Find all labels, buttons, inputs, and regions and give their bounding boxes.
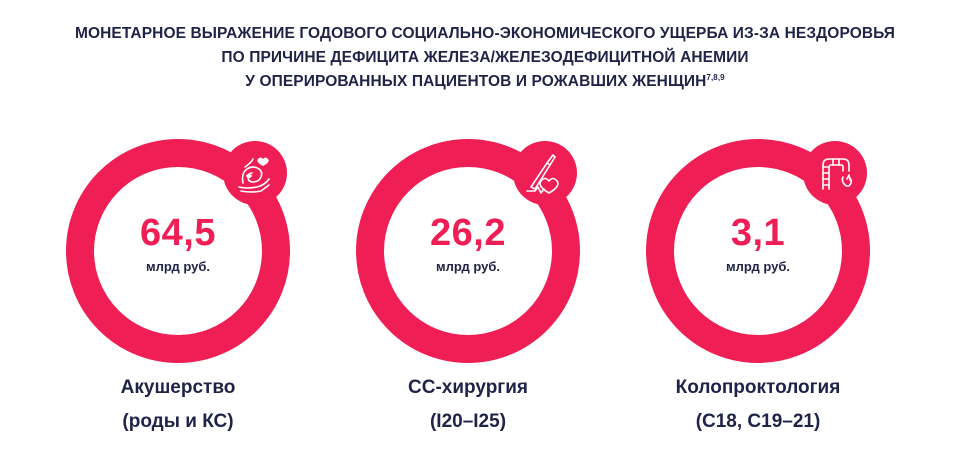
ring-chart (66, 139, 290, 363)
ring-arc (356, 139, 580, 363)
ring-chart (646, 139, 870, 363)
title-references: 7,8,9 (706, 72, 725, 82)
value-amount: 26,2 (430, 212, 506, 254)
card-label-codes: (I20–I25) (429, 411, 507, 432)
card-label-title: СС-хирургия (408, 377, 528, 398)
value-unit: млрд руб. (436, 259, 500, 274)
scalpel-heart-icon (513, 141, 577, 205)
card-label-codes: (роды и КС) (122, 411, 234, 432)
card-cardiac-surgery: 26,2 млрд руб. СС-хирургия (I20–I25) (348, 131, 588, 451)
value-amount: 64,5 (140, 212, 216, 254)
title-line-2: ПО ПРИЧИНЕ ДЕФИЦИТА ЖЕЛЕЗА/ЖЕЛЕЗОДЕФИЦИТ… (221, 49, 749, 66)
title-line-3: У ОПЕРИРОВАННЫХ ПАЦИЕНТОВ И РОЖАВШИХ ЖЕН… (0, 70, 970, 94)
ring-chart (356, 139, 580, 363)
intestine-icon (803, 141, 867, 205)
title-line-1: МОНЕТАРНОЕ ВЫРАЖЕНИЕ ГОДОВОГО СОЦИАЛЬНО-… (74, 25, 896, 42)
title-line-3-text: У ОПЕРИРОВАННЫХ ПАЦИЕНТОВ И РОЖАВШИХ ЖЕН… (245, 73, 707, 90)
card-obstetrics: 64,5 млрд руб. Акушерство (роды и КС) (58, 131, 298, 451)
value-unit: млрд руб. (726, 259, 790, 274)
page-title: МОНЕТАРНОЕ ВЫРАЖЕНИЕ ГОДОВОГО СОЦИАЛЬНО-… (0, 22, 970, 94)
card-label-title: Акушерство (120, 377, 236, 398)
card-label-codes: (С18, С19–21) (695, 411, 821, 432)
value-unit: млрд руб. (146, 259, 210, 274)
card-coloproctology: 3,1 млрд руб. Колопроктология (С18, С19–… (638, 131, 878, 451)
value-amount: 3,1 (730, 212, 786, 254)
pregnancy-hands-heart-icon (223, 141, 287, 205)
card-label-title: Колопроктология (675, 377, 841, 398)
ring-arc (66, 139, 290, 363)
ring-arc (646, 139, 870, 363)
